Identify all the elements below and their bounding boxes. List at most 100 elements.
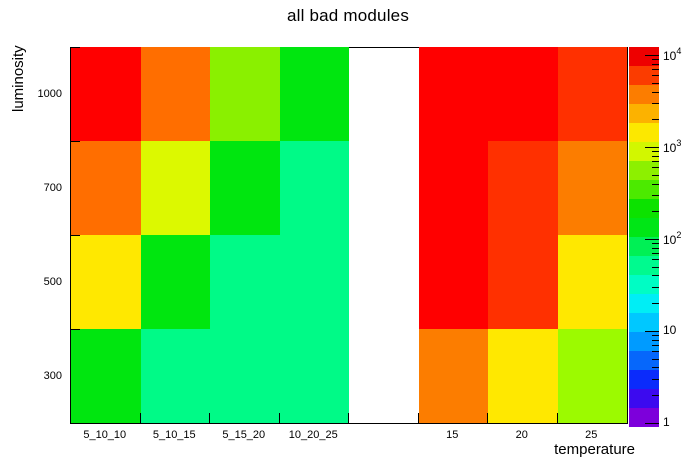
- colorbar-major-tick: [645, 54, 659, 56]
- colorbar-minor-tick: [652, 351, 659, 353]
- colorbar-minor-tick: [652, 395, 659, 397]
- heatmap-cell: [488, 329, 558, 423]
- colorbar-minor-tick: [652, 253, 659, 255]
- y-axis-tick: [71, 47, 80, 48]
- x-tick-label: 15: [446, 429, 459, 441]
- colorbar-minor-tick: [652, 59, 659, 61]
- y-axis-title: luminosity: [10, 45, 27, 112]
- colorbar-band: [629, 218, 659, 237]
- colorbar-minor-tick: [652, 63, 659, 65]
- heatmap-cell: [279, 47, 349, 141]
- colorbar-minor-tick: [652, 82, 659, 84]
- heatmap-cell: [71, 47, 141, 141]
- heatmap-cell: [140, 329, 210, 423]
- colorbar-band: [629, 313, 659, 332]
- heatmap-cell: [557, 141, 627, 235]
- heatmap-cell: [140, 235, 210, 329]
- heatmap-cell: [418, 329, 488, 423]
- colorbar-band: [629, 142, 659, 161]
- heatmap-cell: [210, 235, 280, 329]
- plot-title: all bad modules: [286, 6, 410, 25]
- heatmap-cell: [488, 141, 558, 235]
- colorbar-minor-tick: [652, 358, 659, 360]
- colorbar-band: [629, 408, 659, 427]
- colorbar-band: [629, 123, 659, 142]
- colorbar-minor-tick: [652, 119, 659, 121]
- colorbar-band: [629, 351, 659, 370]
- colorbar-tick-label: 102: [663, 229, 682, 247]
- colorbar-minor-tick: [652, 167, 659, 169]
- heatmap-cell: [418, 47, 488, 141]
- heatmap-cell: [488, 47, 558, 141]
- colorbar-minor-tick: [652, 247, 659, 249]
- heatmap-cell: [210, 141, 280, 235]
- heatmap-cell: [210, 329, 280, 423]
- colorbar-major-tick: [645, 146, 659, 148]
- colorbar-band: [629, 294, 659, 313]
- frame-top-segment: [349, 47, 419, 48]
- colorbar-minor-tick: [652, 211, 659, 213]
- colorbar-minor-tick: [652, 339, 659, 341]
- colorbar-minor-tick: [652, 259, 659, 261]
- colorbar-minor-tick: [652, 303, 659, 305]
- y-tick-label: 700: [43, 182, 62, 194]
- colorbar: [629, 47, 659, 427]
- x-axis-title: temperature: [554, 441, 635, 458]
- x-axis-tick: [348, 413, 349, 423]
- colorbar-minor-tick: [652, 378, 659, 380]
- heatmap-cell: [279, 329, 349, 423]
- colorbar-band: [629, 332, 659, 351]
- x-tick-label: 5_15_20: [222, 429, 266, 441]
- heatmap-cell: [140, 47, 210, 141]
- heatmap-cell: [418, 235, 488, 329]
- y-tick-label: 500: [43, 276, 62, 288]
- colorbar-major-tick: [645, 238, 659, 240]
- colorbar-minor-tick: [652, 91, 659, 93]
- colorbar-minor-tick: [652, 103, 659, 105]
- heatmap-cell: [210, 47, 280, 141]
- colorbar-minor-tick: [652, 75, 659, 77]
- colorbar-band: [629, 180, 659, 199]
- colorbar-band: [629, 85, 659, 104]
- colorbar-minor-tick: [652, 69, 659, 71]
- plot-frame: [70, 47, 628, 424]
- y-axis-tick: [71, 329, 80, 330]
- x-tick-label: 10_20_25: [288, 429, 338, 441]
- x-axis-tick: [556, 413, 558, 423]
- colorbar-minor-tick: [652, 155, 659, 157]
- y-axis-tick: [71, 141, 80, 142]
- colorbar-minor-tick: [652, 161, 659, 163]
- colorbar-minor-tick: [652, 195, 659, 197]
- colorbar-tick-label: 103: [663, 137, 682, 155]
- colorbar-band: [629, 199, 659, 218]
- colorbar-tick-label: 1: [663, 414, 670, 429]
- heatmap-cell: [557, 329, 627, 423]
- y-axis-tick: [71, 235, 80, 236]
- colorbar-band: [629, 256, 659, 275]
- x-axis-tick: [487, 413, 488, 423]
- colorbar-tick-label: 104: [663, 45, 682, 63]
- y-tick-label: 300: [43, 370, 62, 382]
- colorbar-minor-tick: [652, 286, 659, 288]
- colorbar-band: [629, 47, 659, 66]
- x-axis-tick: [278, 413, 280, 423]
- colorbar-band: [629, 370, 659, 389]
- colorbar-minor-tick: [652, 151, 659, 153]
- heatmap-cell: [488, 235, 558, 329]
- heatmap-cell: [71, 329, 141, 423]
- colorbar-minor-tick: [652, 275, 659, 277]
- colorbar-band: [629, 66, 659, 85]
- heatmap-cell: [71, 235, 141, 329]
- heatmap-cell: [557, 235, 627, 329]
- x-tick-label: 5_10_10: [83, 429, 127, 441]
- colorbar-minor-tick: [652, 243, 659, 245]
- colorbar-minor-tick: [652, 345, 659, 347]
- colorbar-band: [629, 237, 659, 256]
- x-axis-tick: [139, 413, 141, 423]
- colorbar-minor-tick: [652, 183, 659, 185]
- colorbar-minor-tick: [652, 266, 659, 268]
- colorbar-minor-tick: [652, 335, 659, 337]
- colorbar-band: [629, 275, 659, 294]
- colorbar-major-tick: [645, 422, 659, 424]
